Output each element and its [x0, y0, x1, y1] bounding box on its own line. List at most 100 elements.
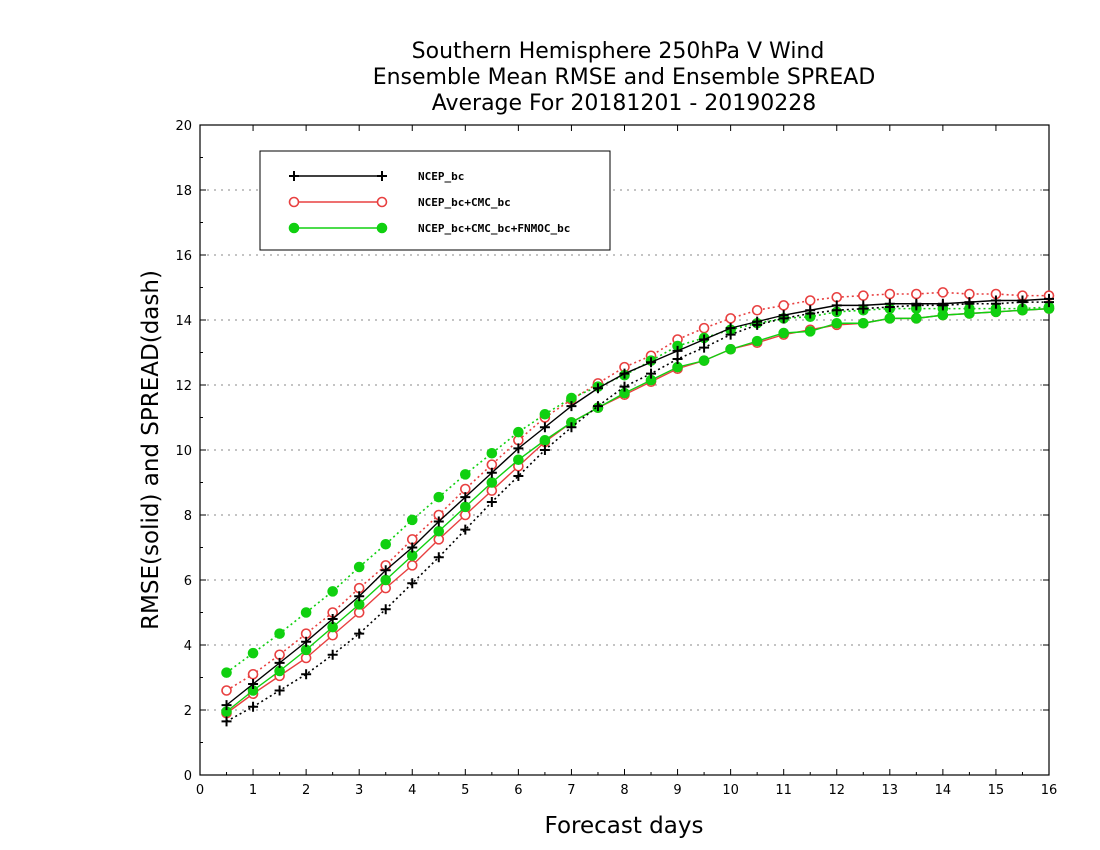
- legend-item-ncep-bc: NCEP_bc: [289, 170, 464, 183]
- x-tick-label-16: 16: [1041, 783, 1058, 798]
- series-ncep-bc-spread-point: [619, 381, 630, 392]
- series-ncep-bc-rmse-point: [990, 295, 1001, 306]
- x-tick-label-10: 10: [722, 783, 739, 798]
- y-tick-label-8: 8: [184, 509, 192, 524]
- x-axis-title: Forecast days: [545, 813, 704, 839]
- series-ncep-bc-spread-point: [274, 685, 285, 696]
- x-tick-label-12: 12: [828, 783, 845, 798]
- chart-title-line-3: Average For 20181201 - 20190228: [432, 91, 817, 116]
- series-ncep-bc-cmc-bc-spread-point: [804, 295, 816, 306]
- series-ncep-bc-rmse-point: [805, 305, 816, 316]
- series-ncep-bc-cmc-bc-rmse-line: [226, 307, 1050, 714]
- series-ncep-bc-cmc-bc-fnmoc-bc-rmse-line: [226, 307, 1050, 713]
- legend-marker-right: [377, 171, 387, 181]
- series-ncep-bc-rmse-point: [699, 334, 710, 345]
- series-ncep-bc-cmc-bc-fnmoc-bc-spread-point: [406, 514, 418, 526]
- series-ncep-bc-rmse-point: [486, 467, 497, 478]
- legend-marker-left: [288, 196, 300, 208]
- series-ncep-bc-cmc-bc-fnmoc-bc-rmse-point: [433, 525, 445, 537]
- series-ncep-bc-cmc-bc-fnmoc-bc-rmse-point: [857, 317, 869, 329]
- axes: 0 1 2 3 4 5 6 7 8 9 10 11 12 13 14 15 160246810121416182…: [175, 119, 1057, 798]
- series-ncep-bc-cmc-bc: [221, 287, 1055, 719]
- series-ncep-bc-cmc-bc-fnmoc-bc-rmse-point: [380, 574, 392, 586]
- series-ncep-bc-rmse-point: [672, 345, 683, 356]
- legend-marker-left: [289, 171, 299, 181]
- series-ncep-bc-cmc-bc-fnmoc-bc-spread-point: [486, 447, 498, 459]
- series-ncep-bc-rmse-point: [354, 591, 365, 602]
- series-ncep-bc-spread-point: [513, 471, 524, 481]
- series-ncep-bc-rmse-point: [327, 614, 338, 624]
- series-ncep-bc-cmc-bc-spread-line: [226, 291, 1049, 692]
- series-ncep-bc-rmse-point: [937, 298, 948, 309]
- series-ncep-bc-spread-point: [646, 368, 657, 379]
- series-ncep-bc-cmc-bc-fnmoc-bc-spread-point: [380, 538, 392, 550]
- y-tick-label-20: 20: [175, 119, 192, 134]
- series-ncep-bc-spread-point: [539, 445, 550, 455]
- series-ncep-bc-cmc-bc-spread-point: [857, 290, 869, 301]
- y-tick-label-0: 0: [184, 769, 192, 784]
- legend-marker-left: [288, 222, 300, 234]
- series-ncep-bc-spread-point: [407, 578, 418, 589]
- legend-marker-right: [376, 222, 388, 234]
- series-ncep-bc-cmc-bc-fnmoc-bc-rmse-point: [725, 343, 736, 355]
- x-tick-label-15: 15: [988, 783, 1005, 798]
- series-ncep-bc: [221, 293, 1054, 727]
- series-ncep-bc-cmc-bc-fnmoc-bc-rmse-point: [486, 477, 498, 488]
- chart-title-line-1: Southern Hemisphere 250hPa V Wind: [412, 39, 825, 64]
- legend-item-ncep-bc-cmc-bc: NCEP_bc+CMC_bc: [288, 196, 511, 209]
- series-ncep-bc-spread-point: [566, 422, 577, 433]
- series-ncep-bc-cmc-bc-spread-point: [884, 288, 896, 300]
- x-tick-label-3: 3: [355, 783, 363, 798]
- series-ncep-bc-spread-point: [460, 524, 471, 535]
- series-ncep-bc-rmse-point: [1017, 295, 1028, 306]
- series-ncep-bc-rmse-point: [858, 300, 869, 311]
- series-ncep-bc-rmse-point: [221, 700, 232, 711]
- y-axis-title: RMSE(solid) and SPREAD(dash): [138, 270, 164, 630]
- series-ncep-bc-rmse-point: [407, 542, 418, 553]
- x-tick-label-0: 0: [196, 783, 204, 798]
- series-ncep-bc-cmc-bc-fnmoc-bc-spread-point: [221, 667, 232, 678]
- series-ncep-bc-spread-point: [354, 628, 365, 639]
- series-ncep-bc-rmse-point: [884, 298, 895, 309]
- series-ncep-bc-rmse-point: [1044, 293, 1054, 304]
- series-ncep-bc-cmc-bc-spread-point: [221, 685, 232, 696]
- series-ncep-bc-rmse-point: [619, 368, 630, 379]
- series-ncep-bc-cmc-bc-fnmoc-bc-rmse-point: [698, 355, 710, 366]
- y-tick-label-18: 18: [175, 184, 192, 199]
- y-tick-label-4: 4: [184, 639, 192, 654]
- series-ncep-bc-rmse-point: [248, 679, 259, 689]
- chart-title: Southern Hemisphere 250hPa V Wind Ensemb…: [373, 39, 876, 116]
- series-ncep-bc-cmc-bc-spread-point: [247, 668, 259, 680]
- series-ncep-bc-cmc-bc-fnmoc-bc-rmse-point: [911, 313, 922, 324]
- series-ncep-bc-cmc-bc-fnmoc-bc-spread-point: [327, 586, 338, 597]
- x-tick-label-5: 5: [461, 783, 469, 798]
- series-ncep-bc-spread-point: [433, 552, 444, 563]
- series-ncep-bc-rmse-point: [433, 516, 444, 527]
- series-ncep-bc-cmc-bc-fnmoc-bc-rmse-point: [751, 335, 763, 347]
- x-tick-label-9: 9: [673, 783, 681, 798]
- series-ncep-bc-spread-point: [380, 604, 391, 615]
- legend-label: NCEP_bc+CMC_bc+FNMOC_bc: [418, 222, 570, 235]
- x-tick-label-8: 8: [620, 783, 628, 798]
- series-ncep-bc-spread-point: [221, 716, 232, 727]
- x-tick-label-6: 6: [514, 783, 522, 798]
- series-ncep-bc-rmse-line: [226, 298, 1050, 706]
- series-ncep-bc-spread-line: [226, 301, 1049, 723]
- series-ncep-bc-rmse-point: [592, 383, 603, 394]
- series-ncep-bc-rmse-point: [646, 357, 657, 368]
- chart-title-line-2: Ensemble Mean RMSE and Ensemble SPREAD: [373, 65, 876, 90]
- series-ncep-bc-cmc-bc-spread-point: [911, 288, 922, 300]
- x-tick-label-2: 2: [302, 783, 310, 798]
- series-ncep-bc-cmc-bc-fnmoc-bc-spread-point: [274, 628, 285, 639]
- series-ncep-bc-rmse-point: [566, 401, 577, 412]
- x-tick-label-4: 4: [408, 783, 416, 798]
- x-tick-label-1: 1: [249, 783, 257, 798]
- legend-marker-right: [376, 196, 388, 208]
- x-tick-label-14: 14: [935, 783, 952, 798]
- series-ncep-bc-rmse-point: [274, 657, 285, 668]
- y-tick-label-14: 14: [175, 314, 192, 329]
- series-ncep-bc-cmc-bc-spread-point: [937, 287, 949, 298]
- y-tick-label-16: 16: [175, 249, 192, 264]
- series-ncep-bc-cmc-bc-fnmoc-bc-rmse-point: [884, 313, 896, 324]
